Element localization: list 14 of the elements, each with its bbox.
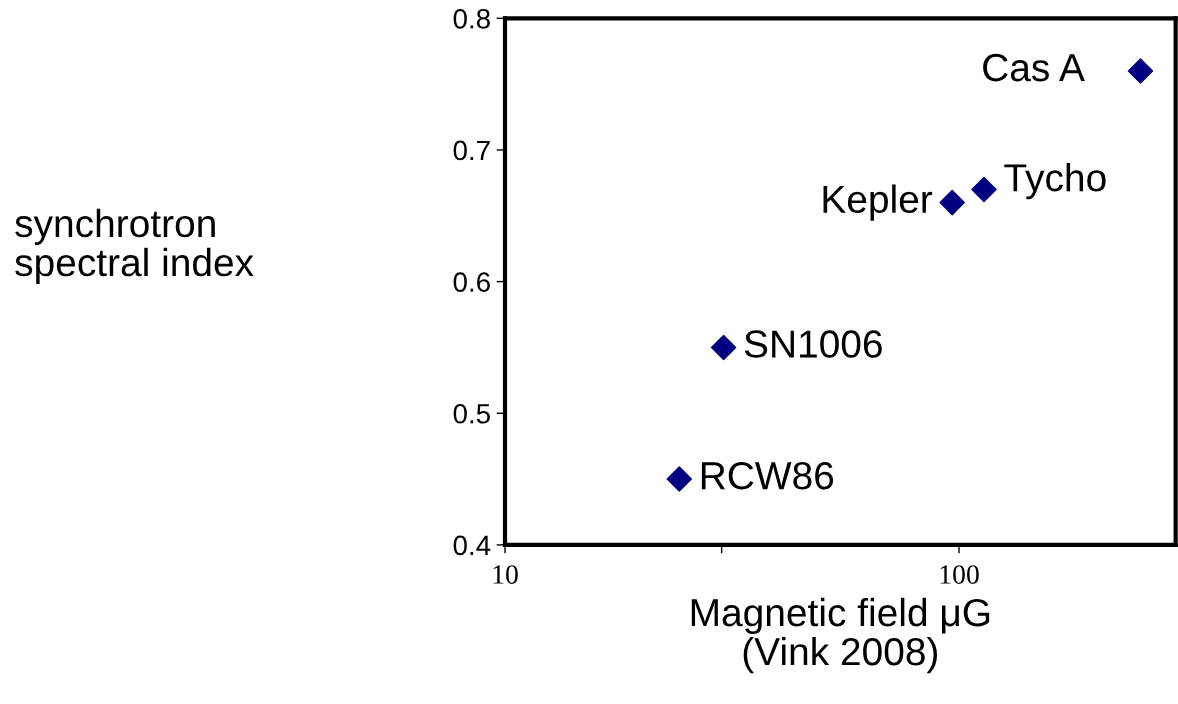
annotation: SN1006 <box>744 330 882 358</box>
y-tick-label: 0.8 <box>453 8 490 29</box>
y-tick-label: 0.4 <box>453 535 491 556</box>
y-tick-label: 0.5 <box>453 403 490 424</box>
annotation: Cas A <box>983 53 1085 82</box>
annotation: RCW86 <box>701 461 834 490</box>
x-tick-label: 10 <box>493 565 518 584</box>
x-tick-label: 100 <box>940 565 979 584</box>
y-tick-label: 0.6 <box>453 272 490 292</box>
annotation: Tycho <box>1004 162 1106 200</box>
annotation: Kepler <box>823 184 933 221</box>
y-tick-label: 0.7 <box>453 140 490 161</box>
text: synchrotron spectral index <box>15 208 254 285</box>
x-axis-title: Magnetic field μG (Vink 2008) <box>691 597 990 674</box>
